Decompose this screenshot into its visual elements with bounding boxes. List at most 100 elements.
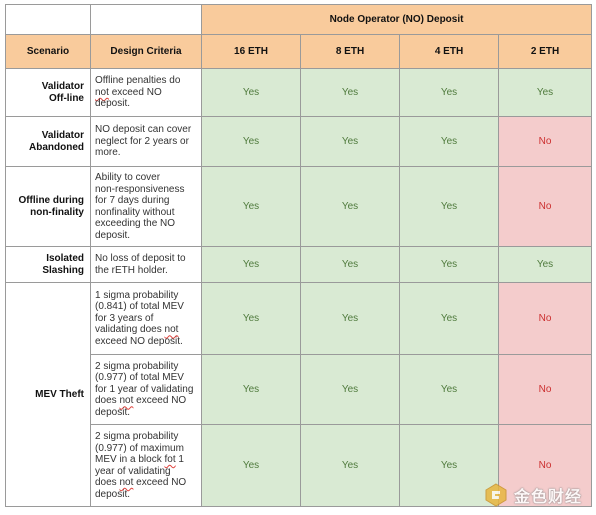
criteria-line: for 7 days during <box>95 195 170 206</box>
criteria-cell: 1 sigma probability (0.841) of total MEV… <box>90 282 202 355</box>
result-cell: Yes <box>300 166 400 247</box>
result-cell: Yes <box>300 246 400 283</box>
column-header-8-eth: 8 ETH <box>300 34 400 69</box>
criteria-line: (0.977) of maximum <box>95 442 184 454</box>
criteria-line: (0.841) of total MEV <box>95 301 184 313</box>
criteria-line: NO deposit can cover <box>95 124 192 136</box>
scenario-cell: Validator Abandoned <box>5 116 91 167</box>
criteria-line: deposit. <box>95 229 131 241</box>
table-row: Isolated Slashing No loss of deposit to … <box>5 246 593 283</box>
criteria-line: does not exceed NO <box>95 477 187 488</box>
result-cell: Yes <box>201 116 301 167</box>
scenario-line: Validator <box>41 81 84 92</box>
result-cell: Yes <box>300 68 400 117</box>
criteria-cell: Offline penalties do not exceed NO depos… <box>90 68 202 117</box>
result-cell: Yes <box>300 424 400 507</box>
deposit-table: Node Operator (NO) Deposit Scenario Desi… <box>5 4 593 507</box>
result-cell: Yes <box>399 246 499 283</box>
result-cell: Yes <box>201 68 301 117</box>
result-cell: Yes <box>300 354 400 425</box>
scenario-cell: Validator Off-line <box>5 68 91 117</box>
criteria-cell: 2 sigma probability (0.977) of maximum M… <box>90 424 202 507</box>
result-cell: Yes <box>399 68 499 117</box>
table-row: 2 sigma probability (0.977) of maximum M… <box>6 424 593 507</box>
scenario-cell: Offline during non-finality <box>5 166 91 247</box>
criteria-line: (0.977) of total MEV <box>95 372 184 384</box>
criteria-line: year of validating <box>95 465 171 477</box>
result-cell: No <box>497 282 593 355</box>
result-cell: Yes <box>300 116 400 167</box>
column-header-2-eth: 2 ETH <box>497 34 593 69</box>
criteria-line: the rETH holder. <box>95 264 168 276</box>
result-cell: Yes <box>399 282 499 355</box>
result-cell: Yes <box>201 424 301 507</box>
result-cell: Yes <box>201 166 301 247</box>
criteria-line: nonfinality without <box>95 206 175 218</box>
table-row: Validator Abandoned NO deposit can cover… <box>5 116 593 167</box>
criteria-line: Offline penalties do <box>95 75 181 87</box>
criteria-line: 2 sigma probability <box>95 360 179 372</box>
scenario-line: Isolated <box>46 253 84 264</box>
header-empty-cell <box>5 4 91 35</box>
table-row: Offline during non-finality Ability to c… <box>5 166 593 247</box>
criteria-line: MEV in a block fot 1 <box>95 454 184 465</box>
criteria-cell: Ability to cover non-responsiveness for … <box>90 166 202 247</box>
column-header-criteria: Design Criteria <box>90 34 202 69</box>
result-cell: No <box>497 424 593 507</box>
result-cell: Yes <box>399 166 499 247</box>
criteria-line: exceeding the NO <box>95 218 176 229</box>
scenario-line: Offline during <box>18 195 84 206</box>
criteria-line: deposit. <box>95 98 131 110</box>
scenario-line: Off-line <box>49 92 84 104</box>
criteria-line: non-responsiveness <box>95 183 185 195</box>
table-row: Validator Off-line Offline penalties do … <box>5 68 593 117</box>
scenario-line: Slashing <box>42 264 84 276</box>
watermark-text: 金色财经 <box>513 487 582 506</box>
criteria-cell: No loss of deposit to the rETH holder. <box>90 246 202 283</box>
result-cell: Yes <box>399 116 499 167</box>
result-cell: Yes <box>300 282 400 355</box>
result-cell: Yes <box>497 68 593 117</box>
scenario-line: non-finality <box>30 206 84 218</box>
criteria-line: 2 sigma probability <box>95 431 179 442</box>
result-cell: Yes <box>201 354 301 425</box>
criteria-line: more. <box>95 147 121 159</box>
criteria-line: for 1 year of validating <box>95 383 194 395</box>
golden-logo-icon <box>485 483 507 507</box>
criteria-line: not exceed NO <box>95 86 162 98</box>
criteria-line: for 3 years of <box>95 312 154 324</box>
table-row: 2 sigma probability (0.977) of total MEV… <box>6 354 593 425</box>
scenario-cell: Isolated Slashing <box>5 246 91 283</box>
watermark: 金色财经 <box>484 483 582 507</box>
criteria-line: 1 sigma probability <box>95 289 179 301</box>
column-header-scenario: Scenario <box>5 34 91 69</box>
criteria-line: exceed NO deposit. <box>95 335 183 347</box>
criteria-line: neglect for 2 years or <box>95 135 189 147</box>
criteria-line: deposit. <box>95 488 131 500</box>
result-cell: Yes <box>201 246 301 283</box>
column-header-16-eth: 16 ETH <box>201 34 301 69</box>
result-cell: Yes <box>201 282 301 355</box>
header-empty-cell <box>90 4 202 35</box>
result-cell: No <box>497 116 593 167</box>
criteria-line: No loss of deposit to <box>95 253 186 264</box>
header-row-group: Node Operator (NO) Deposit <box>5 4 593 35</box>
result-cell: No <box>497 166 593 247</box>
criteria-line: Ability to cover <box>95 172 161 183</box>
scenario-line: Validator <box>41 130 84 141</box>
scenario-cell-mev: MEV Theft <box>5 282 91 507</box>
criteria-line: validating does not <box>95 324 179 336</box>
result-cell: No <box>497 354 593 425</box>
scenario-line: Abandoned <box>29 141 84 153</box>
criteria-cell: 2 sigma probability (0.977) of total MEV… <box>90 354 202 425</box>
result-cell: Yes <box>399 354 499 425</box>
column-header-4-eth: 4 ETH <box>399 34 499 69</box>
table-row: MEV Theft 1 sigma probability (0.841) of… <box>5 282 593 507</box>
criteria-line: does not exceed NO <box>95 395 187 407</box>
deposit-group-title: Node Operator (NO) Deposit <box>200 4 593 35</box>
result-cell: Yes <box>497 246 593 283</box>
criteria-cell: NO deposit can cover neglect for 2 years… <box>90 116 202 167</box>
criteria-line: deposit. <box>95 406 131 418</box>
header-row-columns: Scenario Design Criteria 16 ETH 8 ETH 4 … <box>5 34 593 69</box>
result-cell: Yes <box>399 424 499 507</box>
